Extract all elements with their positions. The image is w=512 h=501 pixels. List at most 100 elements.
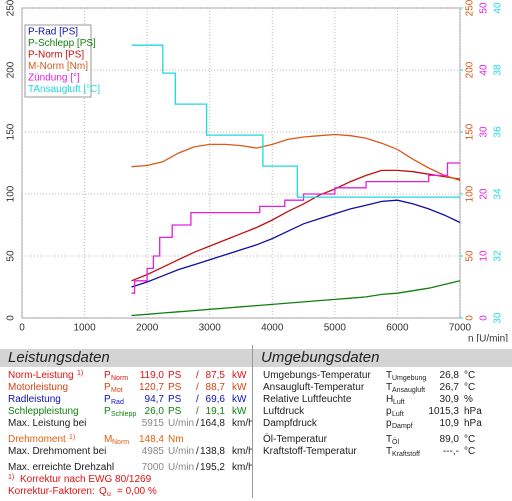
panel-title: Leistungsdaten: [0, 349, 252, 367]
symbol-sub: Schlepp: [111, 411, 137, 418]
separator: /: [196, 370, 199, 381]
unit: PS: [168, 382, 182, 393]
unit: Nm: [168, 434, 184, 445]
separator: /: [196, 462, 199, 473]
row-label: Korrektur-Faktoren:: [8, 486, 95, 497]
row-label: Ansaugluft-Temperatur: [263, 382, 365, 393]
value: 5915: [141, 418, 164, 429]
unit: °C: [464, 382, 476, 393]
row-label: Norm-Leistung: [8, 370, 74, 381]
separator: /: [196, 394, 199, 405]
value: ---,-: [442, 446, 459, 457]
symbol-sub: Luft: [392, 411, 404, 418]
row-label: Max. Drehmoment bei: [8, 446, 107, 457]
value: 138,8: [199, 446, 225, 457]
symbol-sub: Ansaugluft: [392, 387, 426, 394]
row-label: Radleistung: [8, 394, 61, 405]
value: 7000: [141, 462, 164, 473]
row-label: Max. erreichte Drehzahl: [8, 462, 115, 473]
legend-entry: P-Rad [PS]: [28, 27, 78, 38]
row-label: Motorleistung: [8, 382, 69, 393]
value: 164,8: [199, 418, 225, 429]
legend-entry: Zündung [°]: [28, 73, 80, 84]
symbol: T: [386, 446, 393, 457]
x-tick-label: 6000: [386, 323, 409, 334]
y-tick-label: 34: [493, 188, 504, 200]
unit: U/min: [168, 462, 195, 473]
symbol-sub: Rad: [111, 399, 124, 406]
unit: %: [464, 394, 473, 405]
symbol-sub: u: [107, 491, 111, 498]
y-tick-label: 50: [479, 2, 490, 14]
unit: km/h: [232, 418, 254, 429]
series-line: [131, 44, 460, 198]
legend-entry: P-Schlepp [PS]: [28, 38, 96, 49]
x-tick-label: 3000: [199, 323, 222, 334]
symbol: p: [386, 406, 392, 417]
legend-entry: P-Norm [PS]: [28, 50, 84, 61]
unit: °C: [464, 446, 476, 457]
symbol: P: [104, 370, 111, 381]
row-label: Schleppleistung: [8, 406, 79, 417]
y-tick-label: 38: [493, 64, 504, 76]
y-tick-label: 200: [465, 61, 476, 78]
legend-entry: TAnsaugluft [°C]: [28, 84, 100, 95]
value: 10,9: [439, 418, 459, 429]
y-tick-label: 200: [6, 61, 17, 78]
value: 87,5: [205, 370, 225, 381]
unit: °C: [464, 434, 476, 445]
value: 148,4: [138, 434, 164, 445]
row-label: Dampfdruck: [263, 418, 317, 429]
row-label: Max. Leistung bei: [8, 418, 87, 429]
y-tick-label: 30: [493, 312, 504, 324]
row-label: Relative Luftfeuchte: [263, 394, 352, 405]
y-tick-label: 0: [465, 315, 476, 321]
value: 4985: [141, 446, 164, 457]
symbol-sub: Mot: [111, 387, 123, 394]
unit: PS: [168, 394, 182, 405]
series-line: [131, 133, 461, 182]
unit: kW: [232, 394, 247, 405]
y-tick-label: 250: [6, 0, 17, 16]
unit: U/min: [168, 446, 195, 457]
y-tick-label: 150: [465, 123, 476, 140]
separator: /: [196, 406, 199, 417]
row-label: Drehmoment: [8, 434, 66, 445]
series-line: [131, 199, 461, 288]
performance-panel: Leistungsdaten 1) Norm-Leistung P Norm 119,0…: [0, 345, 254, 498]
y-tick-label: 0: [479, 315, 490, 321]
unit: PS: [168, 406, 182, 417]
symbol-sub: Norm: [111, 375, 129, 382]
y-tick-label: 100: [6, 185, 17, 202]
unit: U/min: [168, 418, 195, 429]
symbol-sub: Kraftstoff: [392, 451, 420, 458]
legend-box: [24, 24, 92, 98]
value: 26,0: [144, 406, 164, 417]
value: 30,9: [439, 394, 459, 405]
row-label: Öl-Temperatur: [263, 434, 327, 445]
symbol: P: [104, 382, 111, 393]
legend-entry: M-Norm [Nm]: [28, 61, 88, 72]
value: 26,7: [439, 382, 459, 393]
y-tick-label: 150: [6, 123, 17, 140]
value: 26,8: [439, 370, 459, 381]
y-tick-label: 32: [493, 250, 504, 262]
x-axis-label: n [U/min]: [468, 334, 508, 342]
value: 1015,3: [428, 406, 459, 417]
unit: hPa: [464, 406, 482, 417]
value: 19,1: [205, 406, 225, 417]
value: 195,2: [199, 462, 225, 473]
footnote-mark: 1): [8, 474, 15, 481]
environment-panel: Umgebungsdaten Umgebungs-Temperatur T Umge…: [252, 345, 512, 498]
symbol-sub: Luft: [393, 399, 405, 406]
unit: kW: [232, 406, 247, 417]
symbol-sub: Öl: [392, 439, 399, 446]
series-line: [131, 169, 461, 282]
row-label: Luftdruck: [263, 406, 305, 417]
symbol: M: [104, 434, 113, 445]
symbol-sub: Umgebung: [392, 375, 427, 382]
plot-area: [21, 7, 461, 319]
y-tick-label: 250: [465, 0, 476, 16]
